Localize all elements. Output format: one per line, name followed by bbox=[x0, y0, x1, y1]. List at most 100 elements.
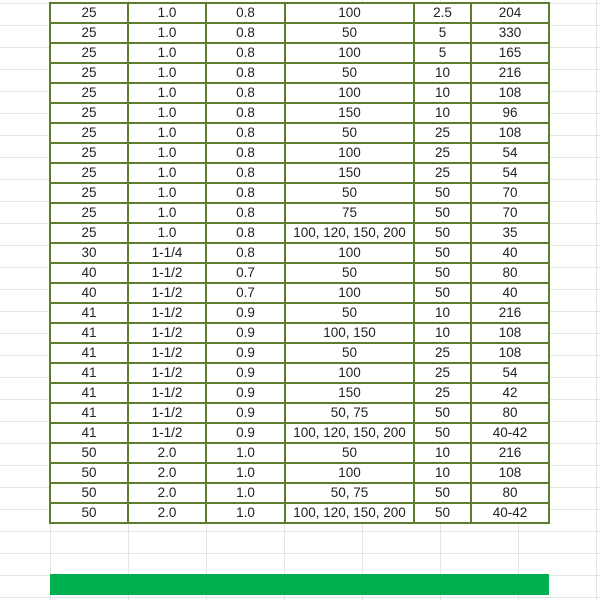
table-cell[interactable]: 35 bbox=[470, 222, 550, 244]
table-cell[interactable]: 1-1/2 bbox=[127, 262, 207, 284]
table-cell[interactable]: 0.8 bbox=[205, 2, 286, 24]
table-cell[interactable]: 54 bbox=[470, 142, 550, 164]
table-cell[interactable]: 25 bbox=[49, 2, 129, 24]
table-cell[interactable]: 50 bbox=[284, 22, 415, 44]
table-cell[interactable]: 150 bbox=[284, 162, 415, 184]
table-cell[interactable]: 42 bbox=[470, 382, 550, 404]
table-cell[interactable]: 10 bbox=[413, 302, 472, 324]
table-cell[interactable]: 25 bbox=[413, 342, 472, 364]
table-cell[interactable]: 80 bbox=[470, 262, 550, 284]
table-cell[interactable]: 100, 150 bbox=[284, 322, 415, 344]
table-cell[interactable]: 54 bbox=[470, 162, 550, 184]
table-cell[interactable]: 1.0 bbox=[127, 162, 207, 184]
table-cell[interactable]: 0.8 bbox=[205, 242, 286, 264]
table-cell[interactable]: 100 bbox=[284, 82, 415, 104]
table-cell[interactable]: 50 bbox=[284, 122, 415, 144]
table-cell[interactable]: 50 bbox=[49, 442, 129, 464]
table-cell[interactable]: 150 bbox=[284, 102, 415, 124]
table-cell[interactable]: 0.9 bbox=[205, 302, 286, 324]
table-cell[interactable]: 96 bbox=[470, 102, 550, 124]
table-cell[interactable]: 1.0 bbox=[127, 82, 207, 104]
table-cell[interactable]: 50 bbox=[284, 342, 415, 364]
table-cell[interactable]: 216 bbox=[470, 302, 550, 324]
table-cell[interactable]: 50 bbox=[49, 462, 129, 484]
table-cell[interactable]: 0.9 bbox=[205, 422, 286, 444]
table-cell[interactable]: 25 bbox=[49, 22, 129, 44]
table-cell[interactable]: 108 bbox=[470, 322, 550, 344]
table-cell[interactable]: 1.0 bbox=[127, 42, 207, 64]
table-cell[interactable]: 25 bbox=[49, 162, 129, 184]
table-cell[interactable]: 50 bbox=[284, 302, 415, 324]
table-cell[interactable]: 1.0 bbox=[127, 22, 207, 44]
table-cell[interactable]: 40 bbox=[49, 262, 129, 284]
table-cell[interactable]: 50 bbox=[413, 502, 472, 524]
table-cell[interactable]: 25 bbox=[413, 142, 472, 164]
table-cell[interactable]: 108 bbox=[470, 342, 550, 364]
table-cell[interactable]: 50 bbox=[284, 62, 415, 84]
table-cell[interactable]: 50 bbox=[413, 182, 472, 204]
table-cell[interactable]: 80 bbox=[470, 402, 550, 424]
table-cell[interactable]: 10 bbox=[413, 442, 472, 464]
table-cell[interactable]: 2.0 bbox=[127, 442, 207, 464]
table-cell[interactable]: 50 bbox=[49, 502, 129, 524]
table-cell[interactable]: 0.8 bbox=[205, 102, 286, 124]
table-cell[interactable]: 216 bbox=[470, 442, 550, 464]
table-cell[interactable]: 1-1/2 bbox=[127, 302, 207, 324]
table-cell[interactable]: 165 bbox=[470, 42, 550, 64]
table-cell[interactable]: 10 bbox=[413, 322, 472, 344]
table-cell[interactable]: 50 bbox=[49, 482, 129, 504]
table-cell[interactable]: 50, 75 bbox=[284, 402, 415, 424]
table-cell[interactable]: 50 bbox=[413, 282, 472, 304]
table-cell[interactable]: 50 bbox=[413, 242, 472, 264]
table-cell[interactable]: 1.0 bbox=[205, 442, 286, 464]
table-cell[interactable]: 1.0 bbox=[205, 502, 286, 524]
table-cell[interactable]: 0.8 bbox=[205, 82, 286, 104]
table-cell[interactable]: 0.9 bbox=[205, 362, 286, 384]
table-cell[interactable]: 25 bbox=[49, 62, 129, 84]
table-cell[interactable]: 41 bbox=[49, 302, 129, 324]
table-cell[interactable]: 100 bbox=[284, 282, 415, 304]
table-cell[interactable]: 108 bbox=[470, 82, 550, 104]
table-cell[interactable]: 216 bbox=[470, 62, 550, 84]
table-cell[interactable]: 0.9 bbox=[205, 382, 286, 404]
table-cell[interactable]: 0.8 bbox=[205, 202, 286, 224]
table-cell[interactable]: 100 bbox=[284, 2, 415, 24]
table-cell[interactable]: 41 bbox=[49, 422, 129, 444]
table-cell[interactable]: 50 bbox=[413, 482, 472, 504]
table-cell[interactable]: 1.0 bbox=[127, 222, 207, 244]
table-cell[interactable]: 0.8 bbox=[205, 182, 286, 204]
table-cell[interactable]: 50 bbox=[413, 222, 472, 244]
table-cell[interactable]: 0.8 bbox=[205, 62, 286, 84]
table-cell[interactable]: 330 bbox=[470, 22, 550, 44]
table-cell[interactable]: 2.0 bbox=[127, 482, 207, 504]
table-cell[interactable]: 25 bbox=[49, 122, 129, 144]
table-cell[interactable]: 100 bbox=[284, 462, 415, 484]
table-cell[interactable]: 2.5 bbox=[413, 2, 472, 24]
table-cell[interactable]: 2.0 bbox=[127, 502, 207, 524]
table-cell[interactable]: 150 bbox=[284, 382, 415, 404]
table-cell[interactable]: 1-1/2 bbox=[127, 362, 207, 384]
table-cell[interactable]: 41 bbox=[49, 362, 129, 384]
table-cell[interactable]: 25 bbox=[49, 102, 129, 124]
table-cell[interactable]: 50 bbox=[284, 182, 415, 204]
table-cell[interactable]: 0.9 bbox=[205, 322, 286, 344]
table-cell[interactable]: 10 bbox=[413, 62, 472, 84]
table-cell[interactable]: 25 bbox=[413, 362, 472, 384]
table-cell[interactable]: 10 bbox=[413, 102, 472, 124]
table-cell[interactable]: 54 bbox=[470, 362, 550, 384]
table-cell[interactable]: 1-1/2 bbox=[127, 402, 207, 424]
table-cell[interactable]: 40 bbox=[49, 282, 129, 304]
table-cell[interactable]: 0.8 bbox=[205, 162, 286, 184]
table-cell[interactable]: 1.0 bbox=[127, 182, 207, 204]
table-cell[interactable]: 41 bbox=[49, 382, 129, 404]
table-cell[interactable]: 1-1/2 bbox=[127, 342, 207, 364]
table-cell[interactable]: 1-1/2 bbox=[127, 322, 207, 344]
table-cell[interactable]: 25 bbox=[413, 162, 472, 184]
table-cell[interactable]: 1.0 bbox=[127, 202, 207, 224]
table-cell[interactable]: 1.0 bbox=[127, 102, 207, 124]
table-cell[interactable]: 41 bbox=[49, 342, 129, 364]
table-cell[interactable]: 41 bbox=[49, 322, 129, 344]
table-cell[interactable]: 1.0 bbox=[205, 462, 286, 484]
table-cell[interactable]: 50 bbox=[413, 202, 472, 224]
table-cell[interactable]: 108 bbox=[470, 462, 550, 484]
